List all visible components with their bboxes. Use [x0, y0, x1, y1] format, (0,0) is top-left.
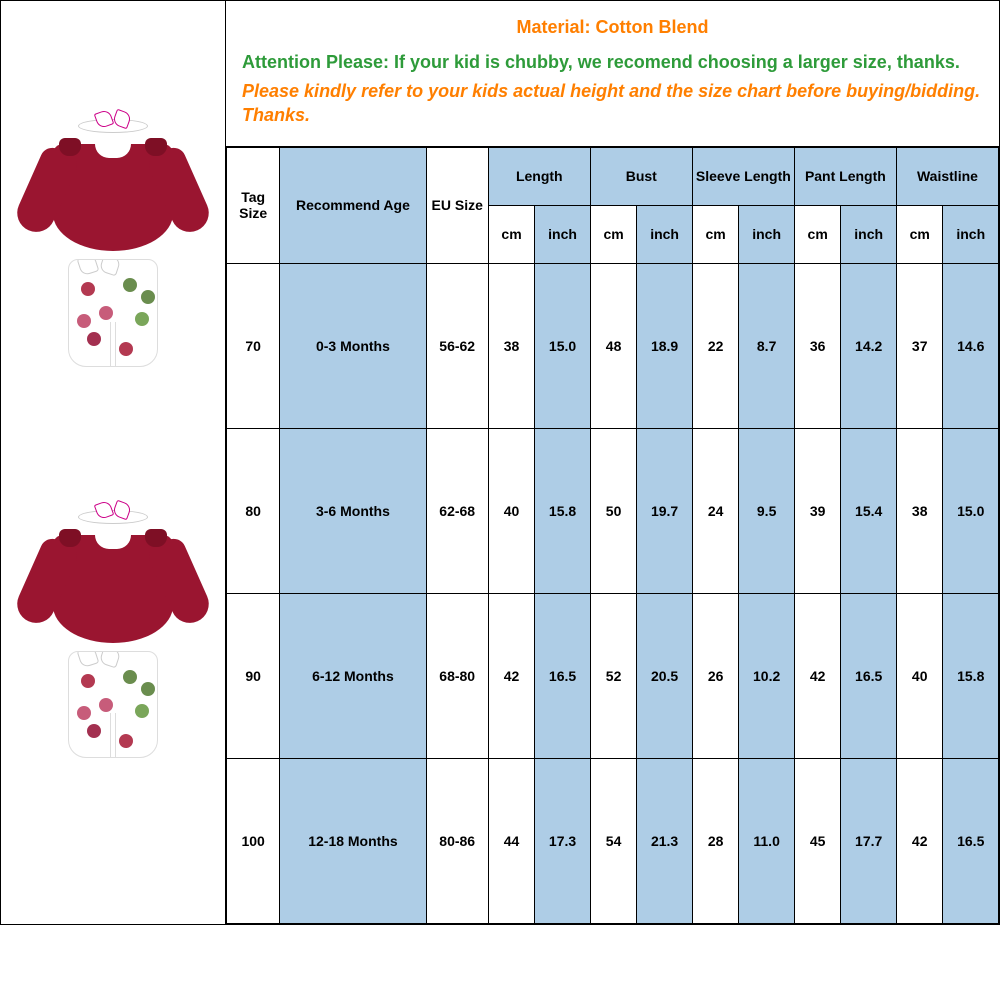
th-slv-in: inch — [739, 205, 794, 263]
cell: 45 — [794, 758, 841, 923]
bodysuit-icon — [53, 144, 173, 251]
cell: 21.3 — [637, 758, 692, 923]
cell: 3-6 Months — [280, 428, 426, 593]
table-row: 10012-18 Months80-864417.35421.32811.045… — [227, 758, 999, 923]
cell: 50 — [590, 428, 637, 593]
table-row: 803-6 Months62-684015.85019.7249.53915.4… — [227, 428, 999, 593]
bodysuit-icon — [53, 535, 173, 642]
cell: 0-3 Months — [280, 263, 426, 428]
th-waist-in: inch — [943, 205, 999, 263]
cell: 56-62 — [426, 263, 488, 428]
pants-icon — [68, 651, 158, 758]
cell: 44 — [488, 758, 535, 923]
th-pant-in: inch — [841, 205, 896, 263]
product-image-1 — [33, 107, 193, 367]
th-len-cm: cm — [488, 205, 535, 263]
cell: 15.0 — [943, 428, 999, 593]
cell: 48 — [590, 263, 637, 428]
cell: 15.4 — [841, 428, 896, 593]
th-tag: Tag Size — [227, 147, 280, 263]
cell: 9.5 — [739, 428, 794, 593]
cell: 16.5 — [943, 758, 999, 923]
cell: 42 — [794, 593, 841, 758]
cell: 80 — [227, 428, 280, 593]
cell: 100 — [227, 758, 280, 923]
th-eu: EU Size — [426, 147, 488, 263]
cell: 18.9 — [637, 263, 692, 428]
header-block: Material: Cotton Blend Attention Please:… — [226, 1, 999, 147]
cell: 42 — [488, 593, 535, 758]
th-waist: Waistline — [896, 147, 998, 205]
please-line: Please kindly refer to your kids actual … — [242, 79, 983, 128]
cell: 26 — [692, 593, 739, 758]
cell: 16.5 — [535, 593, 590, 758]
cell: 20.5 — [637, 593, 692, 758]
cell: 16.5 — [841, 593, 896, 758]
th-bust: Bust — [590, 147, 692, 205]
cell: 14.6 — [943, 263, 999, 428]
info-column: Material: Cotton Blend Attention Please:… — [226, 1, 999, 924]
cell: 17.7 — [841, 758, 896, 923]
cell: 37 — [896, 263, 943, 428]
th-slv-cm: cm — [692, 205, 739, 263]
table-row: 700-3 Months56-623815.04818.9228.73614.2… — [227, 263, 999, 428]
cell: 52 — [590, 593, 637, 758]
product-image-column — [1, 1, 226, 924]
cell: 90 — [227, 593, 280, 758]
cell: 68-80 — [426, 593, 488, 758]
th-bust-cm: cm — [590, 205, 637, 263]
attention-line: Attention Please: If your kid is chubby,… — [242, 50, 983, 75]
cell: 17.3 — [535, 758, 590, 923]
head-row-1: Tag Size Recommend Age EU Size Length Bu… — [227, 147, 999, 205]
cell: 54 — [590, 758, 637, 923]
cell: 39 — [794, 428, 841, 593]
cell: 6-12 Months — [280, 593, 426, 758]
th-waist-cm: cm — [896, 205, 943, 263]
headband-icon — [78, 498, 148, 529]
cell: 11.0 — [739, 758, 794, 923]
cell: 42 — [896, 758, 943, 923]
cell: 70 — [227, 263, 280, 428]
cell: 80-86 — [426, 758, 488, 923]
th-len-in: inch — [535, 205, 590, 263]
size-table: Tag Size Recommend Age EU Size Length Bu… — [226, 147, 999, 924]
pants-icon — [68, 259, 158, 366]
table-row: 906-12 Months68-804216.55220.52610.24216… — [227, 593, 999, 758]
th-pant: Pant Length — [794, 147, 896, 205]
cell: 24 — [692, 428, 739, 593]
product-image-2 — [33, 498, 193, 758]
th-sleeve: Sleeve Length — [692, 147, 794, 205]
th-length: Length — [488, 147, 590, 205]
cell: 62-68 — [426, 428, 488, 593]
cell: 15.0 — [535, 263, 590, 428]
cell: 12-18 Months — [280, 758, 426, 923]
th-pant-cm: cm — [794, 205, 841, 263]
cell: 22 — [692, 263, 739, 428]
cell: 8.7 — [739, 263, 794, 428]
cell: 15.8 — [943, 593, 999, 758]
cell: 36 — [794, 263, 841, 428]
size-chart-card: Material: Cotton Blend Attention Please:… — [0, 0, 1000, 925]
cell: 38 — [488, 263, 535, 428]
cell: 28 — [692, 758, 739, 923]
cell: 38 — [896, 428, 943, 593]
cell: 15.8 — [535, 428, 590, 593]
material-line: Material: Cotton Blend — [242, 17, 983, 38]
cell: 10.2 — [739, 593, 794, 758]
cell: 14.2 — [841, 263, 896, 428]
table-body: 700-3 Months56-623815.04818.9228.73614.2… — [227, 263, 999, 923]
headband-icon — [78, 107, 148, 138]
table-head: Tag Size Recommend Age EU Size Length Bu… — [227, 147, 999, 263]
th-age: Recommend Age — [280, 147, 426, 263]
cell: 40 — [488, 428, 535, 593]
th-bust-in: inch — [637, 205, 692, 263]
cell: 19.7 — [637, 428, 692, 593]
cell: 40 — [896, 593, 943, 758]
